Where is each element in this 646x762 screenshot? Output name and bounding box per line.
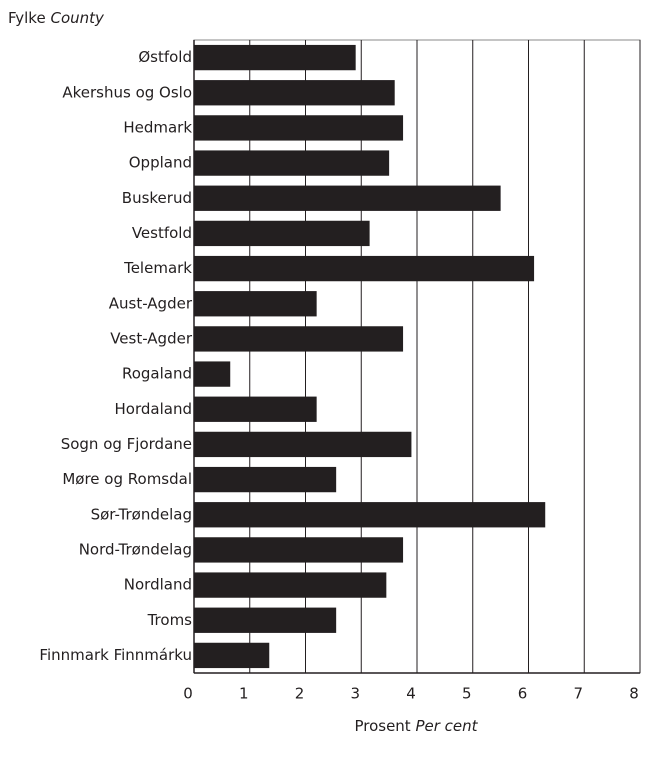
bar: [194, 537, 404, 563]
y-tick-label: Nordland: [124, 576, 192, 594]
x-tick-label: 2: [295, 685, 305, 703]
x-tick-label: 7: [573, 685, 583, 703]
y-tick-label: Møre og Romsdal: [62, 470, 192, 488]
bar: [194, 150, 390, 176]
bar: [194, 291, 317, 317]
y-tick-label: Oppland: [129, 154, 192, 172]
bar: [194, 185, 501, 211]
bar: [194, 431, 412, 458]
y-label-no: Fylke: [8, 9, 46, 27]
y-tick-label: Vest-Agder: [110, 329, 193, 347]
bar: [194, 396, 317, 422]
y-tick-label: Finnmark Finnmárku: [39, 646, 192, 664]
y-label-en: County: [50, 9, 105, 27]
bar: [194, 607, 337, 633]
bar: [194, 326, 404, 352]
y-tick-label: Sør-Trøndelag: [91, 505, 192, 523]
x-tick-label: 1: [239, 685, 249, 703]
y-tick-label: Rogaland: [122, 365, 192, 383]
bar: [194, 115, 404, 141]
bar: [194, 642, 270, 669]
bar: [194, 255, 535, 282]
x-tick-label: 5: [462, 685, 472, 703]
x-label-no: Prosent: [354, 717, 410, 735]
y-tick-label: Aust-Agder: [109, 294, 193, 312]
bar: [194, 220, 370, 247]
y-tick-label: Telemark: [123, 259, 192, 277]
x-tick-label: 6: [518, 685, 528, 703]
x-label-en: Per cent: [415, 717, 478, 735]
x-axis-label: Prosent Per cent: [354, 717, 478, 735]
y-tick-label: Sogn og Fjordane: [61, 435, 192, 453]
x-tick-label: 8: [629, 685, 639, 703]
y-tick-label: Vestfold: [132, 224, 192, 242]
y-tick-label: Hordaland: [115, 400, 192, 418]
y-tick-label: Akershus og Oslo: [62, 83, 192, 101]
x-tick-label: 4: [406, 685, 416, 703]
y-tick-label: Østfold: [138, 48, 192, 66]
y-tick-label: Nord-Trøndelag: [79, 540, 192, 558]
bar: [194, 44, 356, 71]
bar: [194, 502, 546, 528]
y-tick-label: Buskerud: [122, 189, 192, 207]
x-tick-label: 3: [350, 685, 360, 703]
bar: [194, 466, 337, 493]
bar: [194, 80, 395, 106]
y-tick-label: Troms: [147, 611, 193, 629]
bar: [194, 572, 387, 598]
y-axis-label: Fylke County: [8, 9, 105, 27]
x-tick-label: 0: [183, 685, 193, 703]
bar: [194, 361, 231, 387]
y-tick-label: Hedmark: [123, 118, 192, 136]
